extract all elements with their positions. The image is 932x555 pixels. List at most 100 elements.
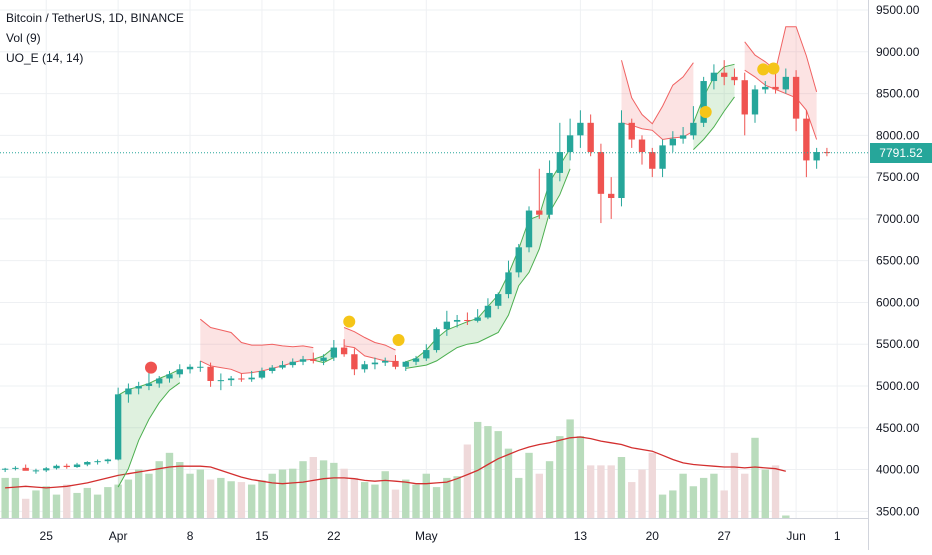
candle-body [22, 467, 29, 471]
y-tick-label: 9500.00 [876, 3, 920, 17]
volume-bar [566, 419, 574, 518]
candle-body [731, 76, 738, 81]
candle-body [792, 76, 800, 119]
yellow-signal-dot [767, 62, 780, 75]
red-band-upper [621, 60, 694, 125]
candle-body [340, 347, 348, 355]
x-tick-label: 15 [255, 529, 269, 543]
candle-body [125, 388, 132, 395]
x-tick-label: 27 [718, 529, 732, 543]
x-tick-label: May [415, 529, 438, 543]
candle-body [628, 122, 635, 140]
candle-body [310, 359, 317, 361]
volume-bar [155, 461, 163, 518]
volume-bar [556, 436, 564, 518]
candle-body [258, 370, 266, 378]
volume-bar [258, 480, 266, 518]
volume-bar [669, 490, 677, 518]
x-tick-label: 20 [646, 529, 660, 543]
volume-bar [186, 473, 194, 518]
candle-body [248, 377, 255, 380]
volume-bar [689, 486, 698, 518]
candle-body [638, 139, 646, 153]
volume-bar [412, 484, 420, 518]
candle-body [299, 359, 307, 362]
volume-bar [617, 457, 626, 518]
candle-body [289, 361, 296, 366]
volume-bar [586, 465, 595, 518]
volume-bar [299, 461, 307, 518]
volume-bar [782, 515, 790, 518]
candle-body [587, 122, 594, 153]
candle-body [207, 366, 214, 381]
candle-body [371, 362, 379, 365]
green-band-fill [118, 369, 180, 488]
volume-bar [504, 448, 513, 518]
y-tick-label: 7000.00 [876, 212, 920, 226]
candle-body [238, 378, 245, 380]
candle-body [515, 247, 522, 273]
volume-bar [535, 473, 543, 518]
volume-bar [11, 477, 20, 518]
volume-indicator-label[interactable]: Vol (9) [6, 31, 41, 45]
volume-bar [309, 457, 317, 518]
uo-indicator-label[interactable]: UO_E (14, 14) [6, 51, 84, 65]
candle-body [525, 210, 533, 248]
volume-bar [771, 465, 780, 518]
y-tick-label: 6000.00 [876, 295, 920, 309]
volume-bar [453, 476, 461, 518]
candle-body [700, 81, 707, 123]
volume-ma-line [5, 436, 786, 489]
volume-bar [597, 465, 605, 518]
yellow-signal-dot [757, 63, 770, 76]
volume-bar [710, 473, 718, 518]
volume-bar [741, 473, 749, 518]
x-tick-label: Jun [786, 529, 805, 543]
candle-body [608, 193, 615, 199]
chart-legend: Bitcoin / TetherUS, 1D, BINANCE Vol (9) … [6, 8, 184, 68]
candle-body [813, 152, 820, 161]
volume-bar [217, 477, 225, 518]
candle-body [227, 378, 235, 381]
volume-bar [114, 484, 122, 518]
x-tick-label: 8 [187, 529, 194, 543]
volume-bar [227, 481, 235, 518]
volume-bar [176, 462, 184, 518]
candle-body [659, 145, 666, 169]
volume-bar [319, 460, 328, 518]
candle-body [679, 135, 687, 139]
volume-bar [1, 477, 9, 518]
volume-bar [278, 469, 287, 518]
volume-bar [206, 479, 215, 518]
candle-body [269, 367, 276, 371]
volume-bar [32, 490, 40, 518]
red-band-fill [621, 60, 694, 140]
candle-body [104, 459, 112, 462]
candle-body [618, 122, 625, 199]
candle-body [94, 461, 101, 463]
candle-body [741, 80, 748, 115]
candle-body [320, 357, 327, 361]
candle-body [484, 305, 492, 318]
volume-bar [658, 494, 667, 518]
candle-body [32, 470, 40, 472]
candle-body [382, 360, 389, 363]
green-band-lower [405, 168, 571, 369]
volume-bar [42, 486, 50, 518]
symbol-title[interactable]: Bitcoin / TetherUS, 1D, BINANCE [6, 11, 184, 25]
candle-body [176, 369, 183, 375]
candle-body [186, 366, 194, 370]
x-tick-label: 1 [834, 529, 841, 543]
candle-body [577, 122, 584, 136]
volume-bar [52, 494, 61, 518]
y-tick-label: 4000.00 [876, 463, 920, 477]
red-band-fill [200, 319, 314, 374]
candle-body [495, 294, 502, 306]
yellow-signal-dot [392, 334, 405, 347]
candle-body [536, 210, 543, 215]
volume-bar [699, 477, 708, 518]
yellow-signal-dot [699, 105, 712, 118]
green-band-fill [693, 64, 735, 150]
